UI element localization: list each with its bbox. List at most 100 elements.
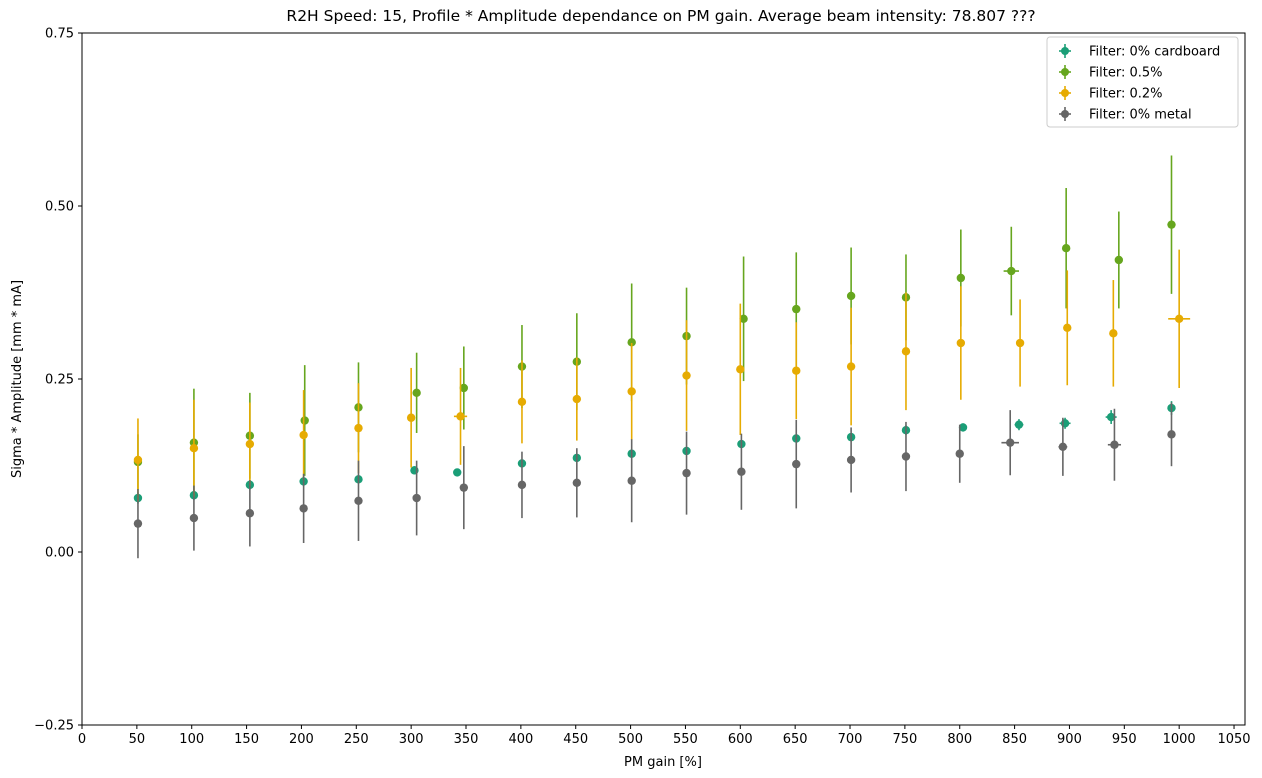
data-point [189, 513, 199, 523]
data-point [245, 509, 255, 518]
legend-marker [1061, 110, 1069, 118]
legend-label: Filter: 0.5% [1089, 66, 1163, 81]
data-point [572, 478, 582, 487]
x-tick-label: 250 [344, 732, 369, 747]
data-point [1167, 220, 1176, 229]
x-tick-label: 50 [129, 732, 146, 747]
x-tick-label: 400 [508, 732, 533, 747]
y-tick-label: 0.50 [45, 200, 74, 215]
data-point [627, 476, 636, 485]
x-tick-label: 550 [673, 732, 698, 747]
y-tick-label: 0.75 [45, 27, 74, 42]
data-point [682, 371, 691, 380]
x-axis-label: PM gain [%] [624, 755, 702, 770]
x-tick-label: 700 [838, 732, 863, 747]
legend: Filter: 0% cardboard Filter: 0.5% Filter: … [1046, 36, 1239, 128]
legend-marker [1061, 68, 1069, 76]
x-tick-label: 1050 [1217, 732, 1250, 747]
data-point [1174, 314, 1184, 323]
data-point [1014, 420, 1024, 429]
y-tick-label: 0.00 [45, 546, 74, 561]
legend-label: Filter: 0% cardboard [1089, 45, 1220, 60]
x-tick-label: 450 [563, 732, 588, 747]
series-2 [133, 249, 1191, 502]
data-point [299, 504, 308, 513]
x-tick-label: 900 [1057, 732, 1082, 747]
x-tick-label: 750 [892, 732, 917, 747]
x-tick-label: 1000 [1163, 732, 1196, 747]
x-tick-label: 0 [78, 732, 86, 747]
data-point [1061, 244, 1071, 253]
data-point [846, 362, 856, 371]
x-tick-label: 350 [454, 732, 479, 747]
legend-label: Filter: 0.2% [1089, 87, 1163, 102]
x-tick-label: 600 [728, 732, 753, 747]
data-point [412, 388, 421, 398]
data-point [1007, 266, 1016, 276]
plot-area [133, 155, 1191, 559]
data-point [846, 291, 856, 301]
x-tick-label: 650 [783, 732, 808, 747]
y-axis-label: Sigma * Amplitude [mm * mA] [10, 280, 25, 478]
data-point [1006, 438, 1015, 447]
data-point [958, 423, 968, 432]
x-tick-label: 500 [618, 732, 643, 747]
data-point [1063, 323, 1072, 332]
legend-item: Filter: 0.2% [1059, 86, 1163, 102]
data-point [682, 468, 691, 478]
data-point [354, 423, 363, 433]
y-tick-label: 0.25 [45, 373, 74, 388]
data-point [300, 416, 309, 425]
x-tick-label: 200 [289, 732, 314, 747]
x-tick-label: 150 [234, 732, 259, 747]
data-point [739, 314, 748, 323]
legend-item: Filter: 0% cardboard [1059, 44, 1220, 60]
x-tick-label: 100 [179, 732, 204, 747]
data-point [901, 347, 911, 356]
data-point [133, 455, 143, 465]
data-point [901, 452, 911, 461]
data-point [792, 366, 801, 375]
data-point [517, 397, 527, 407]
x-tick-label: 950 [1112, 732, 1137, 747]
legend-marker [1061, 47, 1069, 55]
data-point [189, 444, 199, 453]
data-point [1110, 440, 1119, 449]
data-point [1106, 412, 1116, 422]
y-axis: −0.25 0.00 0.25 0.50 0.75 [34, 27, 82, 734]
x-tick-label: 300 [399, 732, 424, 747]
data-point [412, 493, 421, 503]
data-point [1167, 430, 1176, 439]
legend-marker [1061, 89, 1069, 97]
data-point [459, 483, 469, 492]
data-point [1114, 255, 1124, 265]
legend-item: Filter: 0% metal [1059, 107, 1192, 123]
data-point [453, 468, 462, 477]
x-axis: 0 50 100 150 200 250 300 350 400 450 500 550 600 650 7… [78, 725, 1251, 747]
x-tick-label: 800 [947, 732, 972, 747]
legend-item: Filter: 0.5% [1059, 65, 1163, 81]
data-point [792, 304, 801, 314]
y-tick-label: −0.25 [34, 719, 74, 734]
data-point [245, 439, 255, 449]
data-point [406, 413, 416, 422]
series-3 [133, 402, 1176, 559]
legend-label: Filter: 0% metal [1089, 108, 1192, 123]
data-point [456, 412, 465, 421]
data-point [1015, 338, 1025, 348]
chart-title: R2H Speed: 15, Profile * Amplitude depen… [286, 7, 1035, 25]
data-point [354, 496, 363, 505]
data-point [627, 387, 636, 396]
data-point [792, 459, 801, 469]
data-point [299, 430, 308, 440]
data-point [133, 519, 143, 528]
data-point [736, 365, 745, 374]
x-tick-label: 850 [1002, 732, 1027, 747]
data-point [459, 383, 469, 393]
data-point [1058, 442, 1068, 452]
data-point [517, 480, 527, 490]
data-point [955, 449, 964, 458]
data-point [846, 455, 856, 465]
data-point [1109, 329, 1118, 338]
